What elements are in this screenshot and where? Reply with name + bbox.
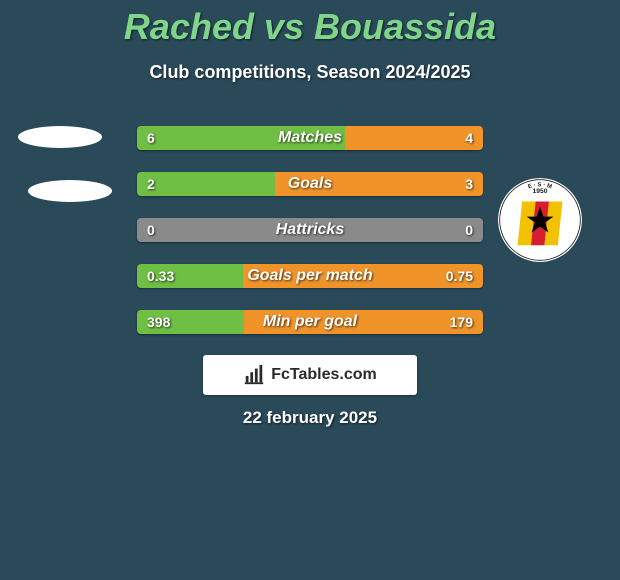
brand-text: FcTables.com bbox=[271, 366, 377, 384]
stat-label: Matches bbox=[137, 126, 483, 150]
stat-row-goals: 23Goals bbox=[137, 172, 483, 196]
brand-box[interactable]: FcTables.com bbox=[203, 355, 417, 395]
stat-label: Goals per match bbox=[137, 264, 483, 288]
left-logo-placeholder-2 bbox=[28, 180, 112, 202]
stat-label: Hattricks bbox=[137, 218, 483, 242]
stat-row-min-per-goal: 398179Min per goal bbox=[137, 310, 483, 334]
subtitle: Club competitions, Season 2024/2025 bbox=[0, 62, 620, 83]
logo-year: 1950 bbox=[533, 188, 548, 195]
bar-chart-icon bbox=[243, 364, 265, 386]
page-title: Rached vs Bouassida bbox=[0, 6, 620, 48]
date-line: 22 february 2025 bbox=[0, 408, 620, 428]
stat-row-hattricks: 00Hattricks bbox=[137, 218, 483, 242]
stat-row-goals-per-match: 0.330.75Goals per match bbox=[137, 264, 483, 288]
comparison-bars: 64Matches 23Goals 00Hattricks 0.330.75Goals… bbox=[137, 126, 483, 356]
stat-row-matches: 64Matches bbox=[137, 126, 483, 150]
stat-label: Goals bbox=[137, 172, 483, 196]
right-club-logo: E · S · M 1950 bbox=[498, 178, 582, 262]
left-logo-placeholder-1 bbox=[18, 126, 102, 148]
stat-label: Min per goal bbox=[137, 310, 483, 334]
